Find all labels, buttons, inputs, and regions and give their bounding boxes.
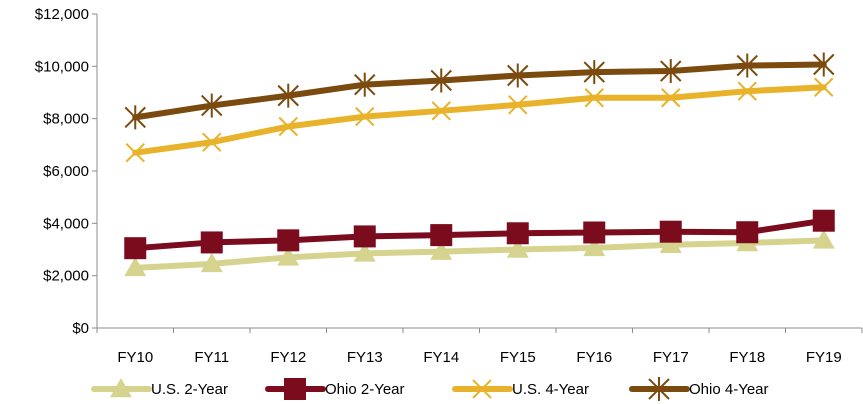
legend-item-ohio-4-year: Ohio 4-Year bbox=[629, 377, 769, 401]
legend-label: U.S. 2-Year bbox=[151, 381, 228, 398]
data-point-u-s-2-year bbox=[506, 238, 529, 258]
data-point-ohio-4-year bbox=[124, 105, 146, 130]
data-point-ohio-2-year bbox=[124, 237, 147, 260]
data-point-u-s-4-year bbox=[125, 142, 145, 163]
marker-stroke bbox=[508, 95, 528, 115]
marker-stroke bbox=[472, 379, 492, 399]
data-point-ohio-2-year bbox=[353, 225, 376, 248]
x-tick-label: FY18 bbox=[729, 349, 765, 366]
data-point-u-s-4-year bbox=[355, 106, 375, 127]
y-tick-label: $6,000 bbox=[43, 163, 89, 180]
series-ohio-4-year bbox=[124, 52, 835, 130]
legend-label: Ohio 4-Year bbox=[689, 381, 769, 398]
data-point-ohio-2-year bbox=[506, 222, 529, 245]
data-point-u-s-4-year bbox=[661, 88, 681, 108]
data-point-ohio-4-year bbox=[430, 68, 452, 93]
series-line-ohio-4-year bbox=[132, 61, 827, 121]
legend: U.S. 2-Year Ohio 2-Year U.S. 4-Year Ohio 4-… bbox=[91, 377, 769, 401]
legend-label: U.S. 4-Year bbox=[512, 381, 589, 398]
marker-stroke bbox=[737, 81, 757, 101]
y-tick-label: $12,000 bbox=[35, 6, 89, 23]
x-tick-label: FY14 bbox=[423, 349, 459, 366]
data-point-ohio-4-year bbox=[354, 72, 376, 97]
marker-stroke bbox=[431, 101, 451, 121]
data-point-u-s-2-year bbox=[200, 252, 223, 273]
data-point-ohio-4-year bbox=[201, 93, 223, 118]
data-point-u-s-2-year bbox=[277, 246, 300, 266]
data-point-u-s-2-year bbox=[812, 229, 835, 249]
data-point-ohio-2-year bbox=[812, 209, 835, 232]
legend-swatch-marker bbox=[110, 378, 132, 398]
marker-stroke bbox=[661, 88, 681, 108]
x-tick-label: FY11 bbox=[194, 349, 229, 366]
data-point-u-s-4-year bbox=[508, 95, 528, 115]
x-tick-label: FY17 bbox=[653, 349, 689, 366]
series-u-s-2-year bbox=[124, 229, 835, 277]
series-u-s-4-year bbox=[125, 77, 834, 163]
legend-swatch-marker bbox=[284, 378, 306, 400]
x-tick-label: FY12 bbox=[270, 349, 306, 366]
data-point-u-s-2-year bbox=[430, 240, 453, 260]
legend-item-u-s-4-year: U.S. 4-Year bbox=[452, 379, 589, 399]
data-point-ohio-4-year bbox=[813, 52, 835, 77]
data-point-ohio-4-year bbox=[583, 60, 605, 85]
data-point-u-s-4-year bbox=[584, 88, 604, 108]
x-tick-label: FY15 bbox=[500, 349, 536, 366]
series-line-ohio-2-year bbox=[132, 217, 827, 252]
series-layer bbox=[124, 52, 835, 277]
data-point-ohio-4-year bbox=[507, 63, 529, 88]
data-point-ohio-2-year bbox=[277, 229, 300, 252]
data-point-ohio-4-year bbox=[736, 53, 758, 78]
data-point-ohio-2-year bbox=[583, 221, 606, 244]
axes: $0 $2,000 $4,000 $6,000 $8,000 $10,000 $12,000… bbox=[35, 6, 863, 366]
data-point-u-s-4-year bbox=[814, 77, 834, 97]
data-point-ohio-4-year bbox=[277, 83, 299, 108]
data-point-u-s-2-year bbox=[124, 256, 147, 277]
marker-stroke bbox=[814, 77, 834, 97]
data-point-u-s-4-year bbox=[278, 116, 298, 137]
data-point-ohio-2-year bbox=[736, 221, 759, 244]
x-tick-label: FY13 bbox=[347, 349, 383, 366]
data-point-u-s-4-year bbox=[431, 101, 451, 121]
marker-stroke bbox=[125, 142, 145, 163]
y-tick-label: $0 bbox=[72, 320, 89, 337]
data-point-u-s-4-year bbox=[202, 132, 222, 152]
data-point-ohio-2-year bbox=[430, 224, 453, 247]
legend-item-u-s-2-year: U.S. 2-Year bbox=[91, 378, 228, 398]
legend-label: Ohio 2-Year bbox=[325, 381, 405, 398]
y-tick-label: $10,000 bbox=[35, 58, 89, 75]
series-ohio-2-year bbox=[124, 209, 835, 260]
data-point-u-s-4-year bbox=[737, 81, 757, 101]
y-tick-label: $2,000 bbox=[43, 268, 89, 285]
series-line-u-s-4-year bbox=[132, 84, 827, 156]
data-point-ohio-4-year bbox=[660, 59, 682, 84]
y-tick-label: $4,000 bbox=[43, 215, 89, 232]
y-tick-label: $8,000 bbox=[43, 111, 89, 128]
x-tick-label: FY16 bbox=[576, 349, 612, 366]
data-point-u-s-2-year bbox=[353, 242, 376, 262]
marker-stroke bbox=[278, 116, 298, 137]
series-line-u-s-2-year bbox=[132, 237, 827, 271]
data-point-ohio-2-year bbox=[200, 231, 223, 254]
x-tick-label: FY19 bbox=[806, 349, 842, 366]
legend-item-ohio-2-year: Ohio 2-Year bbox=[265, 378, 405, 400]
marker-stroke bbox=[202, 132, 222, 152]
x-tick-label: FY10 bbox=[117, 349, 153, 366]
data-point-ohio-2-year bbox=[659, 220, 682, 243]
marker-stroke bbox=[584, 88, 604, 108]
legend-swatch-marker bbox=[648, 377, 670, 401]
data-point-u-s-2-year bbox=[659, 233, 682, 254]
marker-stroke bbox=[355, 106, 375, 127]
data-point-u-s-2-year bbox=[583, 236, 606, 257]
legend-swatch-marker bbox=[472, 379, 492, 399]
